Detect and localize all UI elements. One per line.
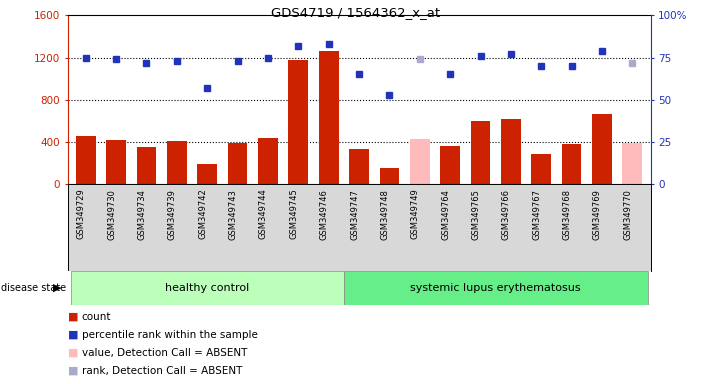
Text: percentile rank within the sample: percentile rank within the sample xyxy=(82,330,257,340)
Text: GSM349748: GSM349748 xyxy=(380,189,390,240)
Text: GSM349749: GSM349749 xyxy=(411,189,419,239)
Bar xyxy=(70,271,344,305)
Text: ■: ■ xyxy=(68,366,78,376)
Bar xyxy=(319,51,338,184)
Bar xyxy=(501,119,520,184)
Bar xyxy=(344,271,648,305)
Text: disease state: disease state xyxy=(1,283,66,293)
Text: GSM349734: GSM349734 xyxy=(137,189,146,240)
Text: ■: ■ xyxy=(68,312,78,322)
Bar xyxy=(380,168,400,184)
Text: GSM349744: GSM349744 xyxy=(259,189,268,239)
Bar xyxy=(258,138,278,184)
Text: GSM349770: GSM349770 xyxy=(624,189,632,240)
Text: GSM349769: GSM349769 xyxy=(593,189,602,240)
Bar xyxy=(289,60,308,184)
Bar xyxy=(531,154,551,184)
Bar xyxy=(471,121,491,184)
Bar xyxy=(137,147,156,184)
Text: ■: ■ xyxy=(68,330,78,340)
Text: GSM349767: GSM349767 xyxy=(533,189,541,240)
Text: GSM349730: GSM349730 xyxy=(107,189,116,240)
Text: rank, Detection Call = ABSENT: rank, Detection Call = ABSENT xyxy=(82,366,242,376)
Text: GSM349768: GSM349768 xyxy=(562,189,572,240)
Text: GSM349746: GSM349746 xyxy=(320,189,328,240)
Bar xyxy=(562,144,582,184)
Bar xyxy=(106,140,126,184)
Bar xyxy=(410,139,429,184)
Text: systemic lupus erythematosus: systemic lupus erythematosus xyxy=(410,283,581,293)
Text: GDS4719 / 1564362_x_at: GDS4719 / 1564362_x_at xyxy=(271,6,440,19)
Text: GSM349739: GSM349739 xyxy=(168,189,177,240)
Bar xyxy=(622,143,642,184)
Text: GSM349747: GSM349747 xyxy=(350,189,359,240)
Bar xyxy=(440,146,460,184)
Text: ■: ■ xyxy=(68,348,78,358)
Bar xyxy=(228,143,247,184)
Text: GSM349766: GSM349766 xyxy=(502,189,511,240)
Text: GSM349745: GSM349745 xyxy=(289,189,299,239)
Bar xyxy=(349,149,369,184)
Text: value, Detection Call = ABSENT: value, Detection Call = ABSENT xyxy=(82,348,247,358)
Text: GSM349764: GSM349764 xyxy=(441,189,450,240)
Text: GSM349765: GSM349765 xyxy=(471,189,481,240)
Text: healthy control: healthy control xyxy=(165,283,250,293)
Bar xyxy=(198,164,217,184)
Text: GSM349742: GSM349742 xyxy=(198,189,207,239)
Bar xyxy=(167,141,187,184)
Text: count: count xyxy=(82,312,111,322)
Bar xyxy=(592,114,612,184)
Text: ▶: ▶ xyxy=(53,283,62,293)
Bar xyxy=(76,136,96,184)
Text: GSM349743: GSM349743 xyxy=(229,189,237,240)
Text: GSM349729: GSM349729 xyxy=(77,189,86,239)
